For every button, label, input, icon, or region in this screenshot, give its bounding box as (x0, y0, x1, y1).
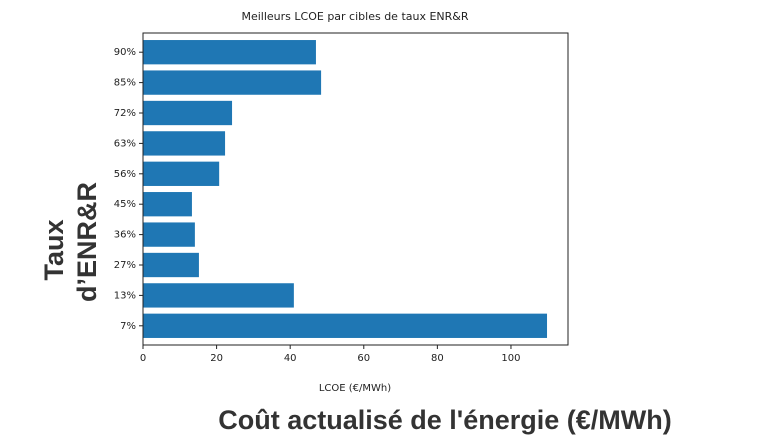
bar (143, 313, 548, 338)
bar (143, 283, 294, 308)
bar (143, 252, 199, 278)
y-tick-label: 7% (120, 321, 136, 332)
x-axis-label: LCOE (€/MWh) (319, 383, 391, 394)
bar (143, 161, 220, 186)
y-tick-label: 72% (114, 108, 136, 119)
x-tick-label: 100 (501, 353, 520, 364)
x-tick-label: 20 (210, 353, 223, 364)
chart-title: Meilleurs LCOE par cibles de taux ENR&R (241, 10, 468, 23)
y-tick-label: 63% (114, 138, 136, 149)
y-tick-label: 27% (114, 260, 136, 271)
x-tick-label: 0 (140, 353, 146, 364)
y-tick-label: 56% (114, 169, 136, 180)
overlay-y-label: d’ENR&R (72, 182, 102, 302)
bar (143, 100, 233, 126)
overlay-y-label: Taux (39, 219, 69, 280)
y-tick-label: 45% (114, 199, 136, 210)
bar (143, 131, 226, 156)
y-tick-label: 85% (114, 78, 136, 89)
bar (143, 70, 322, 95)
plot-frame (142, 32, 569, 346)
x-tick-label: 60 (357, 353, 370, 364)
x-tick-label: 80 (431, 353, 444, 364)
bar (143, 40, 316, 65)
y-tick-label: 13% (114, 290, 136, 301)
y-tick-label: 90% (114, 47, 136, 58)
y-tick-label: 36% (114, 230, 136, 241)
bar (143, 222, 195, 247)
x-tick-label: 40 (284, 353, 297, 364)
overlay-x-label: Coût actualisé de l'énergie (€/MWh) (218, 405, 672, 435)
bar (143, 192, 192, 217)
